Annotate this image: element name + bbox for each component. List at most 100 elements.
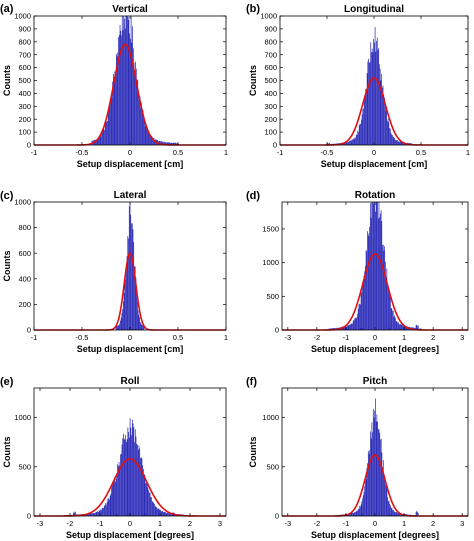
histogram-bar <box>135 61 136 145</box>
histogram-bar <box>365 478 367 516</box>
panel-title: Lateral <box>114 190 147 201</box>
histogram-bar <box>112 81 114 145</box>
histogram-bar <box>390 133 392 145</box>
histogram-bar <box>389 291 391 330</box>
histogram-bar <box>123 292 125 330</box>
histogram-bar <box>115 326 117 330</box>
histogram-bar <box>142 324 143 330</box>
histogram-bar <box>130 214 132 330</box>
histogram-bar <box>360 506 361 516</box>
histogram-bar <box>117 513 118 516</box>
x-tick-label: 1 <box>402 333 406 342</box>
histogram-bar <box>349 513 351 516</box>
histogram-bar <box>160 509 161 516</box>
histogram-bar <box>104 505 106 516</box>
histogram-bar <box>125 16 127 145</box>
panel-title: Pitch <box>363 376 387 387</box>
histogram-bar <box>137 449 139 516</box>
histogram-bar <box>365 88 367 145</box>
histogram-bar <box>102 130 104 145</box>
histogram-bar <box>127 236 129 330</box>
y-tick-label: 300 <box>18 102 31 111</box>
y-tick-label: 1000 <box>14 413 31 422</box>
histogram-bar <box>108 107 110 145</box>
histogram-bar <box>362 514 364 516</box>
histogram-bar <box>357 510 358 516</box>
histogram-bar <box>379 68 381 145</box>
histogram-bar <box>385 278 387 330</box>
histogram-bar <box>170 142 172 145</box>
histogram-bar <box>392 310 393 330</box>
histogram-bar <box>144 120 145 145</box>
histogram-bar <box>385 261 386 330</box>
histogram-bar <box>132 423 134 516</box>
histogram-bar <box>124 18 125 145</box>
histogram-bar <box>397 513 398 516</box>
histogram-bar <box>142 465 144 516</box>
y-tick-label: 1000 <box>262 413 279 422</box>
y-tick-label: 600 <box>18 249 31 258</box>
histogram-bar <box>382 244 383 330</box>
histogram-bar <box>157 509 159 516</box>
histogram-bar <box>113 77 115 145</box>
histogram-bar <box>350 140 351 145</box>
histogram-bar <box>353 139 355 145</box>
histogram-bar <box>135 436 137 516</box>
histogram-bar <box>359 304 361 330</box>
histogram-bar <box>372 408 374 516</box>
y-tick-label: 600 <box>264 63 277 72</box>
histogram-bar <box>362 109 364 145</box>
histogram-bar <box>126 16 128 145</box>
histogram-bar <box>167 512 169 516</box>
histogram-bar <box>355 137 356 145</box>
histogram-bar <box>360 123 361 145</box>
histogram-bar <box>111 97 113 145</box>
histogram-bar <box>416 324 418 330</box>
histogram-bar <box>142 325 144 330</box>
histogram-bar <box>105 502 107 516</box>
x-tick-label: 2 <box>188 519 192 528</box>
histogram-bar <box>107 114 109 145</box>
histogram-bar <box>104 129 105 145</box>
y-tick-label: 0 <box>27 326 31 335</box>
histogram-bar <box>143 325 145 330</box>
histogram-bar <box>356 510 358 516</box>
histogram-bar <box>115 514 117 516</box>
y-tick-label: 0 <box>275 512 279 521</box>
histogram-bar <box>143 469 144 516</box>
histogram-bar <box>126 256 128 330</box>
histogram-bar <box>160 510 162 516</box>
histogram-bar <box>123 438 125 516</box>
histogram-bar <box>163 511 165 516</box>
x-tick-label: 1 <box>158 519 162 528</box>
histogram-bar <box>110 96 112 145</box>
histogram-bar <box>172 142 173 145</box>
histogram-bar <box>115 73 116 145</box>
y-tick-label: 800 <box>18 37 31 46</box>
y-tick-label: 900 <box>18 25 31 34</box>
histogram-bar <box>353 138 354 145</box>
histogram-bar <box>390 296 391 330</box>
x-tick-label: 3 <box>218 519 222 528</box>
histogram-bar <box>327 142 328 145</box>
histogram-bar <box>375 202 377 330</box>
histogram-bar <box>109 495 111 516</box>
histogram-bar <box>391 134 393 145</box>
histogram-bar <box>353 512 355 516</box>
histogram-bar <box>350 513 352 516</box>
histogram-bar <box>362 495 364 516</box>
histogram-bar <box>380 80 382 145</box>
histogram-bar <box>133 242 135 330</box>
histogram-bar <box>387 501 389 516</box>
x-tick-label: 0 <box>128 148 132 157</box>
histogram-bar <box>159 140 161 145</box>
histogram-bar <box>404 326 406 330</box>
histogram-bar <box>135 277 137 330</box>
y-axis-label: Counts <box>248 65 258 96</box>
x-tick-label: 0 <box>128 519 132 528</box>
histogram-bar <box>130 38 131 145</box>
histogram-bar <box>387 497 388 516</box>
histogram-bar <box>399 513 401 516</box>
histogram-bar <box>347 325 348 330</box>
histogram-bar <box>355 318 357 330</box>
